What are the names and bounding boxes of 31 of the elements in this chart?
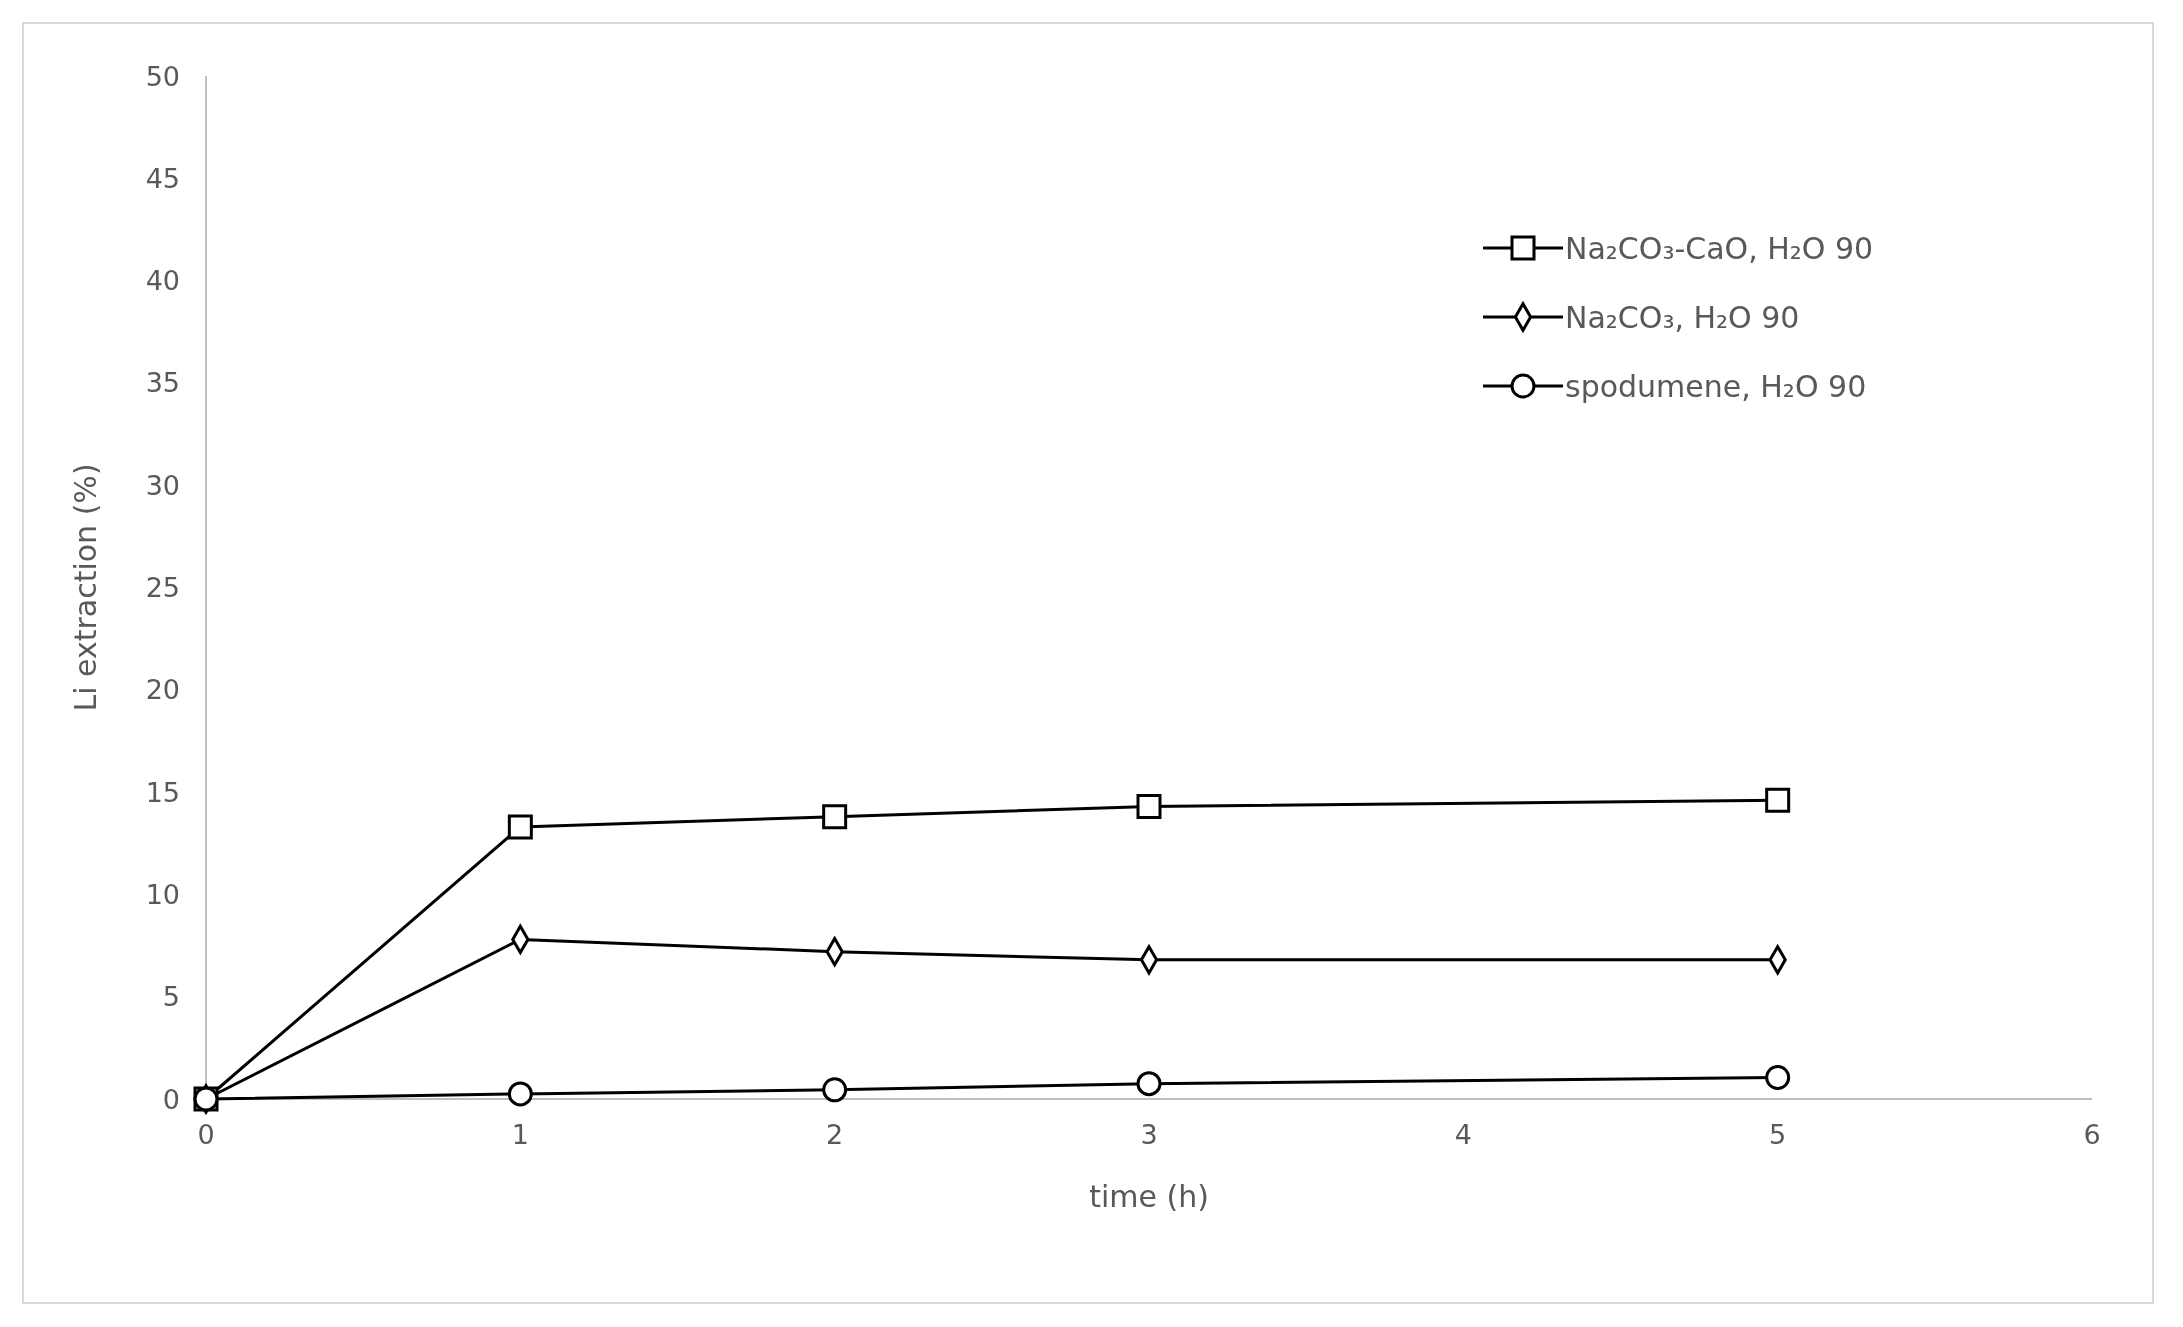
y-tick-label: 25	[145, 572, 180, 603]
x-tick-label: 5	[1769, 1119, 1787, 1150]
x-axis-title: time (h)	[1089, 1179, 1209, 1214]
x-tick-label: 3	[1140, 1119, 1158, 1150]
x-tick-label: 4	[1454, 1119, 1472, 1150]
x-tick-label: 6	[2083, 1119, 2101, 1150]
point	[507, 1081, 533, 1107]
y-tick-label: 40	[145, 265, 180, 297]
y-tick-label: 15	[145, 776, 180, 808]
y-tick-label: 50	[145, 60, 180, 92]
point	[1765, 1065, 1791, 1090]
point	[1765, 787, 1791, 813]
y-tick-label: 20	[145, 674, 180, 706]
legend-label: spodumene, H₂O 90	[1565, 368, 1867, 404]
y-tick-label: 0	[162, 1083, 180, 1115]
point	[507, 814, 533, 840]
y-tick-label: 5	[162, 981, 180, 1013]
legend-label: Na₂CO₃-CaO, H₂O 90	[1565, 230, 1874, 266]
point	[822, 804, 848, 830]
x-tick-label: 2	[826, 1119, 844, 1150]
x-tick-label: 1	[511, 1119, 529, 1150]
point	[1136, 1071, 1162, 1097]
y-tick-label: 30	[145, 469, 180, 501]
x-tick-label: 0	[197, 1119, 215, 1150]
y-tick-label: 35	[145, 367, 180, 399]
point	[1136, 793, 1162, 819]
y-tick-label: 45	[145, 162, 180, 194]
legend-label: Na₂CO₃, H₂O 90	[1565, 299, 1800, 335]
y-axis-title: Li extraction (%)	[68, 463, 103, 712]
y-tick-label: 10	[145, 878, 180, 910]
point	[822, 1077, 848, 1103]
